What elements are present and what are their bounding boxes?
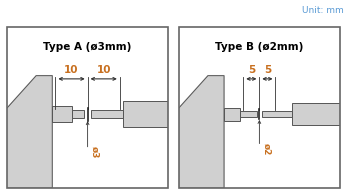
Text: Type B (ø2mm): Type B (ø2mm) <box>215 42 304 52</box>
Bar <box>123 101 168 127</box>
Polygon shape <box>179 76 224 188</box>
Text: 10: 10 <box>64 65 79 75</box>
Text: ø2: ø2 <box>262 143 271 156</box>
Text: Type A (ø3mm): Type A (ø3mm) <box>43 42 132 52</box>
Bar <box>262 111 291 117</box>
Bar <box>224 108 240 121</box>
Bar <box>71 110 84 118</box>
Bar <box>291 103 340 125</box>
Bar <box>52 106 71 122</box>
Text: ø3: ø3 <box>90 146 99 159</box>
Text: 5: 5 <box>248 65 255 75</box>
Text: 10: 10 <box>96 65 111 75</box>
Bar <box>91 110 123 118</box>
Bar <box>240 111 257 117</box>
Text: Unit: mm: Unit: mm <box>302 6 344 15</box>
Text: 5: 5 <box>264 65 271 75</box>
Polygon shape <box>7 76 52 188</box>
